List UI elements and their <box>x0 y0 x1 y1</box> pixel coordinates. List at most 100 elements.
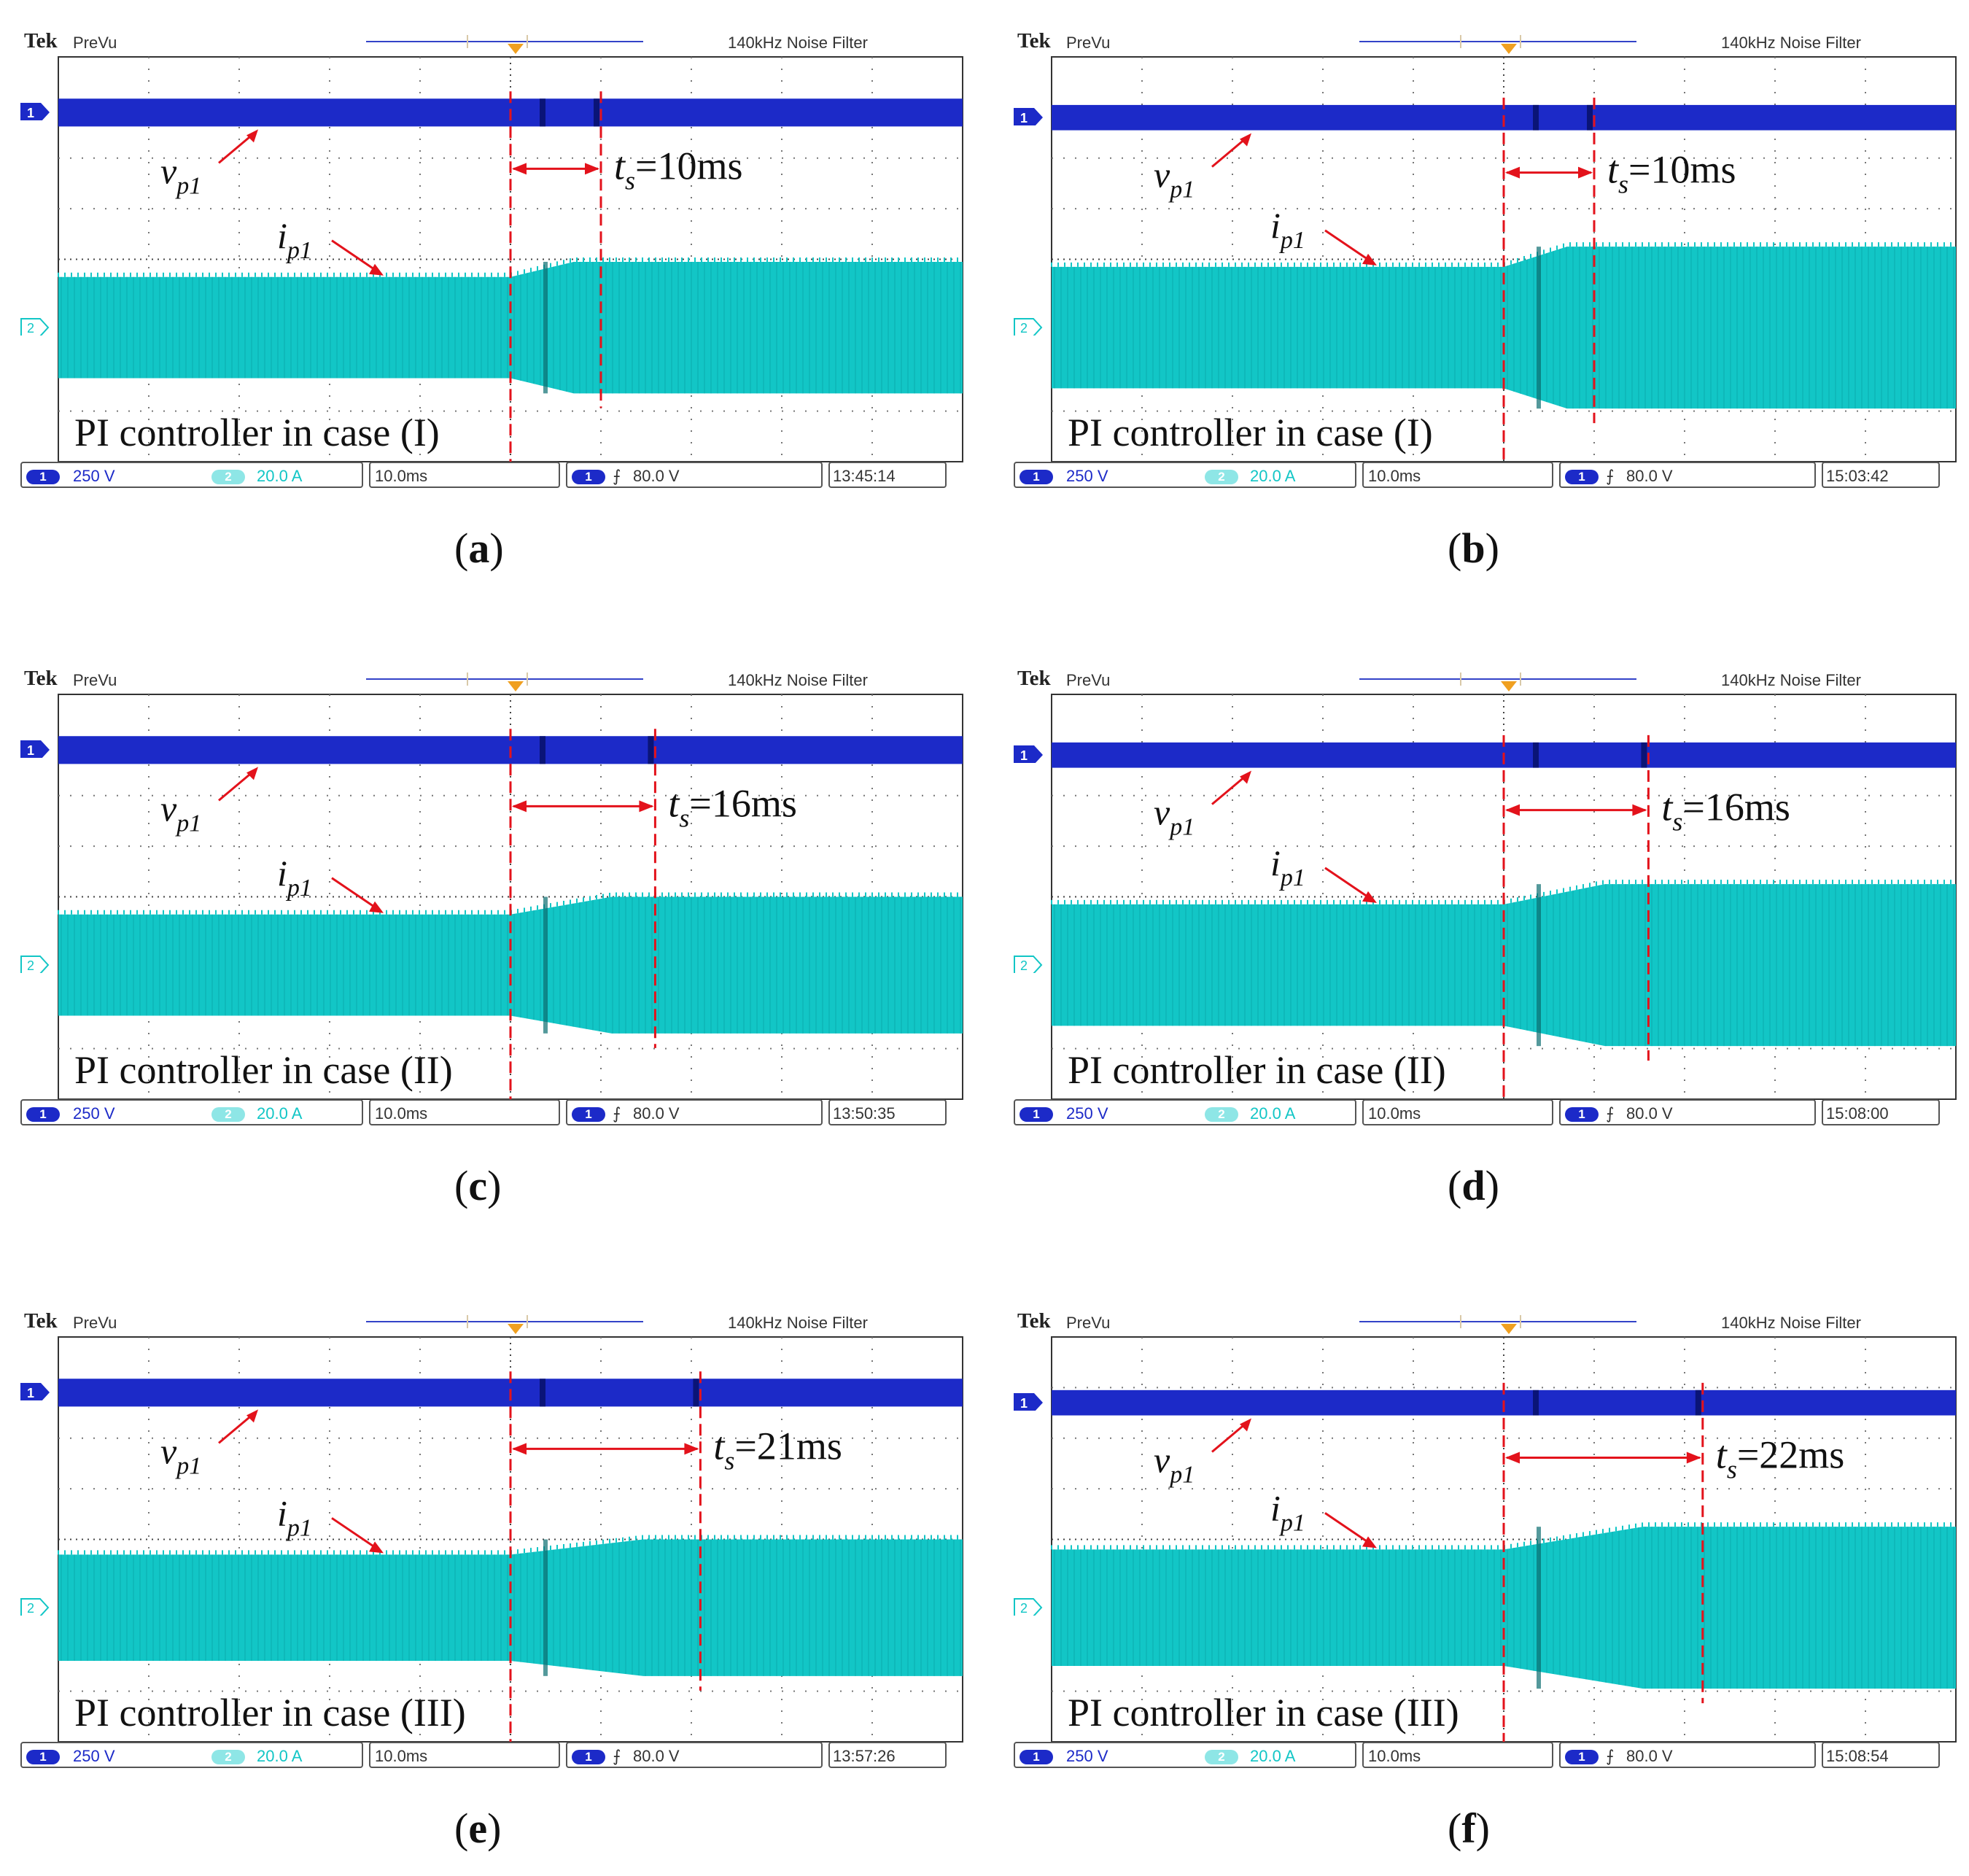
ip1-transient-mark <box>543 261 548 394</box>
ch2-scale: 20.0 A <box>1250 1104 1296 1123</box>
ip1-transient-mark <box>1537 247 1541 409</box>
status-bar: 1 250 V 2 20.0 A 10.0ms 1 ⨍ 80.0 V 15:03:42 <box>1014 462 1954 491</box>
ch1-marker-icon[interactable]: 1 <box>1014 1393 1043 1411</box>
timestamp-box: 15:03:42 <box>1822 462 1940 488</box>
panel-letter: a <box>468 524 490 572</box>
scope-panel-b: Tek PreVu 140kHz Noise Filter ts=10ms vp1 ip1… <box>1014 28 1957 495</box>
ch1-chip-icon: 1 <box>26 1107 60 1122</box>
timebase-box[interactable]: 10.0ms <box>369 1742 560 1768</box>
vp1-arrowhead <box>246 129 258 143</box>
record-length-bar <box>366 678 643 680</box>
status-bar: 1 250 V 2 20.0 A 10.0ms 1 ⨍ 80.0 V 15:08:54 <box>1014 1742 1954 1771</box>
trigger-edge-icon: ⨍ <box>613 467 621 485</box>
trigger-edge-icon: ⨍ <box>613 1104 621 1123</box>
channel-scale-box[interactable]: 1 250 V 2 20.0 A <box>20 462 363 488</box>
ch1-marker-icon[interactable]: 1 <box>20 740 50 759</box>
timebase-box[interactable]: 10.0ms <box>1362 1742 1553 1768</box>
ch1-marker-icon[interactable]: 1 <box>1014 745 1043 764</box>
trigger-box[interactable]: 1 ⨍ 80.0 V <box>566 1099 823 1125</box>
trigger-position-icon <box>1501 681 1517 691</box>
timebase-value: 10.0ms <box>1368 467 1421 485</box>
trigger-level: 80.0 V <box>1626 1104 1673 1123</box>
vp1-transient-mark <box>648 736 654 764</box>
vp1-label: vp1 <box>160 150 201 199</box>
svg-text:1: 1 <box>27 743 34 758</box>
record-window <box>467 35 528 48</box>
ip1-oscillation-texture <box>1054 884 1954 1047</box>
panel-caption: (e) <box>454 1805 502 1852</box>
vp1-label: vp1 <box>1154 792 1195 841</box>
timestamp-box: 15:08:00 <box>1822 1099 1940 1125</box>
ip1-edge-top <box>1051 1522 1951 1550</box>
svg-text:1: 1 <box>1020 111 1028 125</box>
timebase-box[interactable]: 10.0ms <box>1362 462 1553 488</box>
trigger-source-chip-icon: 1 <box>572 1107 605 1122</box>
noise-filter-label: 140kHz Noise Filter <box>1721 1314 1861 1332</box>
ip1-edge-top <box>1051 242 1951 267</box>
trigger-box[interactable]: 1 ⨍ 80.0 V <box>566 1742 823 1768</box>
timebase-box[interactable]: 10.0ms <box>369 1099 560 1125</box>
chart-title: PI controller in case (II) <box>1068 1048 1446 1092</box>
ch2-marker-icon[interactable]: 2 <box>1014 318 1043 336</box>
ip1-transient-mark <box>1537 1527 1541 1689</box>
ip1-label: ip1 <box>1270 205 1305 254</box>
channel-scale-box[interactable]: 1 250 V 2 20.0 A <box>1014 1742 1356 1768</box>
ch1-scale: 250 V <box>73 1747 115 1765</box>
scope-panel-a: Tek PreVu 140kHz Noise Filter ts=10ms vp1 ip1… <box>20 28 963 495</box>
svg-text:2: 2 <box>27 321 34 336</box>
graticule <box>58 57 963 462</box>
ch2-marker-icon[interactable]: 2 <box>20 956 50 974</box>
svg-text:2: 2 <box>27 1601 34 1616</box>
timestamp-box: 13:45:14 <box>828 462 947 488</box>
ch1-marker-icon[interactable]: 1 <box>1014 108 1043 126</box>
trigger-source-chip-icon: 1 <box>1565 1107 1599 1122</box>
settling-time-label: ts=16ms <box>668 781 797 832</box>
record-window <box>1460 673 1521 686</box>
ch2-marker-icon[interactable]: 2 <box>1014 1598 1043 1616</box>
ch1-marker-icon[interactable]: 1 <box>20 1383 50 1401</box>
record-window <box>467 1315 528 1328</box>
ip1-pointer-arrow <box>1324 867 1373 902</box>
trigger-source-chip-icon: 1 <box>1565 470 1599 484</box>
ip1-pointer-arrow <box>1324 1512 1373 1546</box>
ch2-marker-icon[interactable]: 2 <box>1014 956 1043 974</box>
acquisition-mode: PreVu <box>1066 671 1111 689</box>
ip1-oscillation-texture <box>61 896 961 1034</box>
timestamp: 13:45:14 <box>833 467 896 485</box>
panel-letter: d <box>1461 1162 1486 1209</box>
trigger-source-chip-icon: 1 <box>1565 1750 1599 1764</box>
ch2-marker-icon[interactable]: 2 <box>20 1598 50 1616</box>
trigger-box[interactable]: 1 ⨍ 80.0 V <box>1559 1742 1816 1768</box>
timestamp: 15:08:54 <box>1826 1747 1889 1765</box>
channel-scale-box[interactable]: 1 250 V 2 20.0 A <box>20 1742 363 1768</box>
trigger-box[interactable]: 1 ⨍ 80.0 V <box>1559 1099 1816 1125</box>
ip1-pointer-arrow <box>331 239 380 274</box>
channel-scale-box[interactable]: 1 250 V 2 20.0 A <box>1014 462 1356 488</box>
settling-time-arrow <box>512 1443 699 1455</box>
channel-scale-box[interactable]: 1 250 V 2 20.0 A <box>1014 1099 1356 1125</box>
ip1-arrowhead <box>1362 253 1377 265</box>
scope-header: Tek PreVu 140kHz Noise Filter <box>20 1308 961 1336</box>
ch2-marker-icon[interactable]: 2 <box>20 318 50 336</box>
ch1-marker-icon[interactable]: 1 <box>20 103 50 121</box>
vp1-arrowhead <box>1240 133 1251 147</box>
ch2-chip-icon: 2 <box>1205 470 1238 484</box>
trigger-box[interactable]: 1 ⨍ 80.0 V <box>566 462 823 488</box>
ch1-scale: 250 V <box>1066 467 1108 485</box>
ip1-transient-mark <box>543 896 548 1034</box>
timestamp-box: 13:57:26 <box>828 1742 947 1768</box>
trigger-edge-icon: ⨍ <box>1606 1104 1615 1123</box>
timebase-box[interactable]: 10.0ms <box>369 462 560 488</box>
scope-header: Tek PreVu 140kHz Noise Filter <box>20 665 961 693</box>
channel-scale-box[interactable]: 1 250 V 2 20.0 A <box>20 1099 363 1125</box>
brand-label: Tek <box>24 1309 58 1333</box>
vp1-transient-mark <box>540 1379 545 1407</box>
svg-text:1: 1 <box>27 106 34 120</box>
trigger-box[interactable]: 1 ⨍ 80.0 V <box>1559 462 1816 488</box>
vp1-transient-mark <box>1641 742 1647 768</box>
waveform-display: ts=10ms vp1 ip1 PI controller in case (I) <box>58 56 963 462</box>
timebase-box[interactable]: 10.0ms <box>1362 1099 1553 1125</box>
panel-caption: (f) <box>1448 1805 1490 1852</box>
waveform-display: ts=16ms vp1 ip1 PI controller in case (II) <box>1051 694 1957 1100</box>
settling-time-label: ts=10ms <box>1607 148 1736 199</box>
